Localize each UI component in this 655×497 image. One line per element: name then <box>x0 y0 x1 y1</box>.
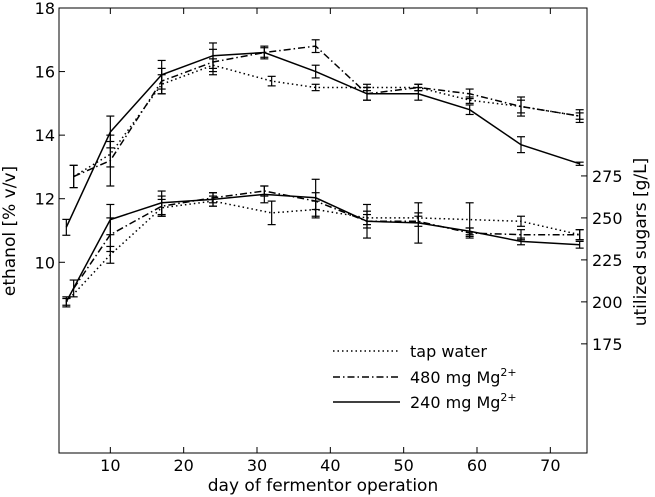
y-tick-label-right: 200 <box>592 293 623 312</box>
series-0-line <box>73 64 580 178</box>
error-bar <box>311 178 320 217</box>
legend-label-240-mg-text: 240 mg Mg <box>410 393 500 412</box>
error-bar <box>465 88 474 100</box>
x-tick-label: 20 <box>173 456 193 475</box>
series-0 <box>69 58 584 189</box>
series-3 <box>62 195 584 308</box>
series-5 <box>62 178 584 306</box>
error-bar <box>517 96 525 117</box>
y-tick-label-right: 250 <box>592 209 623 228</box>
error-bar <box>363 203 371 239</box>
error-bar <box>69 164 78 189</box>
y-tick-label-left: 18 <box>35 0 55 18</box>
legend: tap water 480 mg Mg2+ 240 mg Mg2+ <box>333 342 517 412</box>
series-2 <box>62 42 584 236</box>
error-bar <box>260 185 269 204</box>
plot-frame <box>58 7 588 454</box>
error-bar <box>157 190 166 216</box>
y-tick-label-left: 12 <box>35 190 55 209</box>
y-tick-label-left: 16 <box>35 63 55 82</box>
error-bar <box>575 229 584 241</box>
y-axis-label-right: utilized sugars [g/L] <box>631 158 651 327</box>
error-bar <box>575 240 584 249</box>
series-layer <box>62 39 584 308</box>
legend-label-240-mg-sup: 2+ <box>500 391 516 404</box>
error-bar <box>414 202 423 244</box>
tick-layer: 10 20 30 40 50 60 70 10 12 14 16 18 175 200 225 250 275 <box>35 0 623 475</box>
error-bar <box>311 83 320 92</box>
error-bar <box>311 64 320 79</box>
error-bar <box>209 42 217 69</box>
y-tick-label-right: 225 <box>592 251 623 270</box>
y-tick-label-left: 10 <box>35 253 55 272</box>
legend-label-tap-water: tap water <box>410 342 487 361</box>
series-1 <box>69 39 584 189</box>
x-tick-label: 60 <box>467 456 487 475</box>
legend-label-480-mg-text: 480 mg Mg <box>410 368 500 387</box>
y-tick-label-right: 275 <box>592 167 623 186</box>
legend-label-480-mg: 480 mg Mg2+ <box>410 366 517 387</box>
legend-label-480-mg-sup: 2+ <box>500 366 516 379</box>
error-bar <box>62 218 71 236</box>
error-bar <box>267 75 276 87</box>
y-tick-label-right: 175 <box>592 335 623 354</box>
error-bar <box>311 39 320 54</box>
error-bar <box>517 136 525 154</box>
error-bar <box>414 86 423 101</box>
series-1-line <box>73 45 580 178</box>
error-bar <box>575 109 584 124</box>
error-bar <box>267 200 276 226</box>
error-bar <box>157 59 166 90</box>
x-tick-label: 70 <box>540 456 560 475</box>
x-tick-label: 50 <box>393 456 413 475</box>
x-tick-label: 10 <box>100 456 120 475</box>
error-bar <box>517 215 525 227</box>
error-bar <box>209 192 217 207</box>
error-bar <box>517 237 525 246</box>
error-bar <box>465 104 474 116</box>
x-tick-label: 30 <box>247 456 267 475</box>
series-4-line <box>73 190 580 289</box>
legend-label-240-mg: 240 mg Mg2+ <box>410 391 517 412</box>
error-bar <box>106 115 115 149</box>
error-bar <box>575 161 584 166</box>
y-axis-label-left: ethanol [% v/v] <box>0 166 20 296</box>
x-tick-label: 40 <box>320 456 340 475</box>
x-axis-label: day of fermentor operation <box>208 476 438 496</box>
error-bar <box>106 203 115 236</box>
y-tick-label-left: 14 <box>35 126 55 145</box>
error-bar <box>260 47 269 58</box>
error-bar <box>62 297 71 306</box>
error-bar <box>465 227 474 236</box>
error-bar <box>363 86 371 101</box>
